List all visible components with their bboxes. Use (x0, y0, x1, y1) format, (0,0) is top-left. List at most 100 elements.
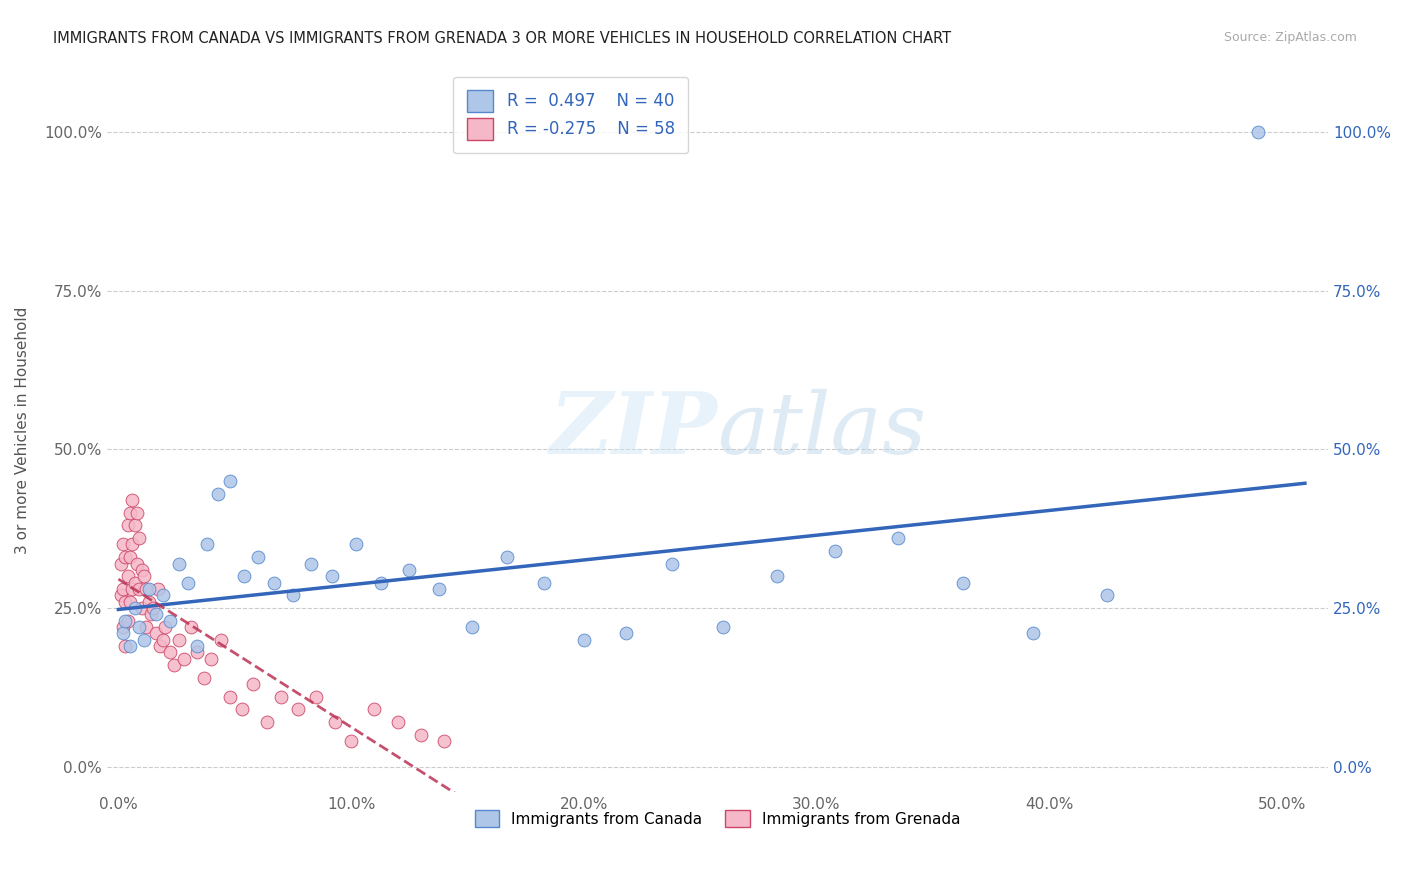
Point (125, 506, 148, 520)
Point (153, 620, 176, 634)
Point (398, 563, 420, 577)
Point (409, 728, 432, 742)
Point (256, 715, 278, 730)
Point (242, 677, 264, 691)
Point (112, 626, 135, 640)
Point (429, 582, 451, 596)
Point (118, 594, 141, 608)
Y-axis label: 3 or more Vehicles in Household: 3 or more Vehicles in Household (15, 307, 30, 554)
Point (146, 582, 169, 596)
Point (118, 506, 141, 520)
Point (301, 557, 323, 571)
Point (114, 594, 136, 608)
Point (195, 537, 218, 551)
Point (179, 620, 201, 634)
Point (209, 632, 232, 647)
Point (159, 645, 181, 659)
Point (124, 518, 146, 533)
Point (219, 690, 242, 704)
Point (114, 550, 136, 565)
Point (344, 537, 367, 551)
Point (1247, 125, 1270, 139)
Point (433, 734, 456, 748)
Point (131, 601, 153, 615)
Point (132, 632, 155, 647)
Point (219, 474, 242, 488)
Point (110, 557, 132, 571)
Point (186, 639, 208, 653)
Point (233, 569, 256, 583)
Point (112, 620, 135, 634)
Point (287, 702, 309, 716)
Point (363, 702, 385, 716)
Point (177, 575, 200, 590)
Point (207, 486, 229, 500)
Point (112, 537, 135, 551)
Point (340, 734, 363, 748)
Point (263, 575, 285, 590)
Point (117, 569, 139, 583)
Point (142, 601, 165, 615)
Point (149, 639, 172, 653)
Point (152, 632, 174, 647)
Text: Source: ZipAtlas.com: Source: ZipAtlas.com (1223, 31, 1357, 45)
Point (163, 658, 186, 673)
Text: atlas: atlas (717, 389, 927, 472)
Point (124, 575, 146, 590)
Point (1095, 588, 1118, 602)
Point (200, 651, 222, 665)
Point (128, 582, 150, 596)
Point (614, 626, 637, 640)
Point (193, 671, 215, 685)
Point (145, 626, 167, 640)
Point (186, 645, 208, 659)
Point (117, 518, 139, 533)
Point (114, 639, 136, 653)
Point (118, 550, 141, 565)
Point (118, 639, 141, 653)
Point (461, 620, 484, 634)
Point (321, 569, 343, 583)
Point (711, 620, 734, 634)
Point (496, 550, 519, 565)
Point (121, 582, 143, 596)
Point (110, 588, 132, 602)
Point (952, 575, 974, 590)
Point (114, 614, 136, 628)
Point (167, 557, 190, 571)
Point (138, 582, 160, 596)
Point (152, 588, 174, 602)
Point (887, 531, 910, 545)
Point (281, 588, 304, 602)
Point (112, 582, 135, 596)
Point (125, 557, 148, 571)
Point (121, 493, 143, 508)
Text: ZIP: ZIP (550, 389, 717, 472)
Point (117, 614, 139, 628)
Point (533, 575, 555, 590)
Point (167, 632, 190, 647)
Point (135, 620, 157, 634)
Point (765, 569, 787, 583)
Point (246, 550, 269, 565)
Point (387, 715, 409, 730)
Legend: Immigrants from Canada, Immigrants from Grenada: Immigrants from Canada, Immigrants from … (467, 802, 967, 835)
Point (131, 563, 153, 577)
Point (231, 702, 253, 716)
Point (132, 569, 155, 583)
Point (138, 594, 160, 608)
Point (145, 607, 167, 622)
Point (572, 632, 595, 647)
Point (661, 557, 683, 571)
Point (124, 601, 146, 615)
Text: IMMIGRANTS FROM CANADA VS IMMIGRANTS FROM GRENADA 3 OR MORE VEHICLES IN HOUSEHOL: IMMIGRANTS FROM CANADA VS IMMIGRANTS FRO… (53, 31, 952, 46)
Point (128, 531, 150, 545)
Point (159, 614, 181, 628)
Point (270, 690, 292, 704)
Point (305, 690, 328, 704)
Point (323, 715, 346, 730)
Point (139, 607, 162, 622)
Point (121, 537, 143, 551)
Point (1021, 626, 1043, 640)
Point (824, 544, 846, 558)
